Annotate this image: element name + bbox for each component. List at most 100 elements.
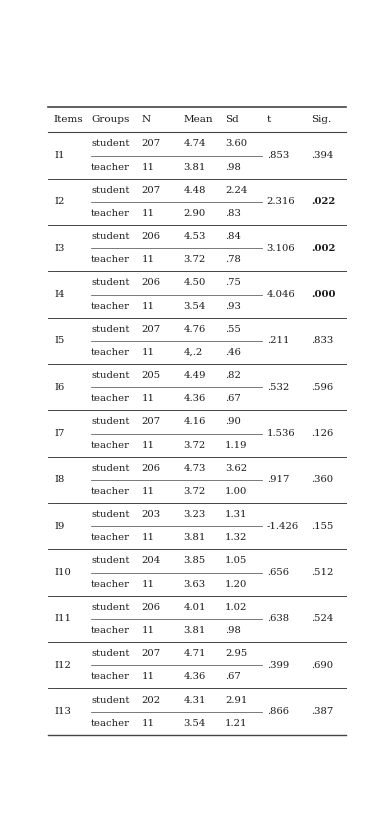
- Text: .690: .690: [311, 661, 333, 670]
- Text: .55: .55: [225, 325, 241, 334]
- Text: .360: .360: [311, 476, 333, 485]
- Text: .833: .833: [311, 337, 334, 346]
- Text: 1.536: 1.536: [267, 429, 295, 438]
- Text: student: student: [91, 603, 129, 612]
- Text: 4.36: 4.36: [184, 672, 206, 681]
- Text: .155: .155: [311, 522, 334, 531]
- Text: .67: .67: [225, 672, 241, 681]
- Text: 2.316: 2.316: [267, 198, 295, 207]
- Text: 3.106: 3.106: [267, 244, 295, 253]
- Text: -1.426: -1.426: [267, 522, 299, 531]
- Text: student: student: [91, 371, 129, 380]
- Text: 1.19: 1.19: [225, 441, 248, 450]
- Text: 11: 11: [142, 256, 155, 265]
- Text: 4.48: 4.48: [184, 186, 206, 195]
- Text: teacher: teacher: [91, 441, 130, 450]
- Text: .98: .98: [225, 163, 241, 172]
- Text: I7: I7: [54, 429, 65, 438]
- Text: 1.02: 1.02: [225, 603, 247, 612]
- Text: 3.60: 3.60: [225, 140, 247, 148]
- Text: teacher: teacher: [91, 719, 130, 728]
- Text: .399: .399: [267, 661, 289, 670]
- Text: 4.046: 4.046: [267, 290, 295, 299]
- Text: .917: .917: [267, 476, 289, 485]
- Text: 11: 11: [142, 209, 155, 218]
- Text: teacher: teacher: [91, 580, 130, 589]
- Text: .524: .524: [311, 614, 334, 624]
- Text: 2.24: 2.24: [225, 186, 247, 195]
- Text: 203: 203: [142, 510, 161, 519]
- Text: teacher: teacher: [91, 672, 130, 681]
- Text: 4.74: 4.74: [184, 140, 206, 148]
- Text: Sig.: Sig.: [311, 115, 332, 124]
- Text: .83: .83: [225, 209, 241, 218]
- Text: 1.20: 1.20: [225, 580, 247, 589]
- Text: .82: .82: [225, 371, 241, 380]
- Text: I8: I8: [54, 476, 65, 485]
- Text: .75: .75: [225, 279, 241, 288]
- Text: 4.31: 4.31: [184, 696, 206, 705]
- Text: 3.54: 3.54: [184, 302, 206, 311]
- Text: 3.62: 3.62: [225, 464, 247, 473]
- Text: 11: 11: [142, 348, 155, 357]
- Text: .866: .866: [267, 707, 289, 716]
- Text: I3: I3: [54, 244, 65, 253]
- Text: Sd: Sd: [225, 115, 239, 124]
- Text: .67: .67: [225, 394, 241, 404]
- Text: 11: 11: [142, 672, 155, 681]
- Text: 207: 207: [142, 140, 161, 148]
- Text: student: student: [91, 464, 129, 473]
- Text: I10: I10: [54, 568, 71, 577]
- Text: I5: I5: [54, 337, 65, 346]
- Text: teacher: teacher: [91, 302, 130, 311]
- Text: 206: 206: [142, 232, 161, 241]
- Text: student: student: [91, 186, 129, 195]
- Text: 11: 11: [142, 533, 155, 543]
- Text: teacher: teacher: [91, 348, 130, 357]
- Text: 4.53: 4.53: [184, 232, 206, 241]
- Text: 207: 207: [142, 186, 161, 195]
- Text: 4.50: 4.50: [184, 279, 206, 288]
- Text: 204: 204: [142, 557, 161, 566]
- Text: .394: .394: [311, 151, 334, 160]
- Text: teacher: teacher: [91, 256, 130, 265]
- Text: 1.31: 1.31: [225, 510, 248, 519]
- Text: t: t: [267, 115, 271, 124]
- Text: .93: .93: [225, 302, 241, 311]
- Text: 207: 207: [142, 418, 161, 427]
- Text: 2.91: 2.91: [225, 696, 247, 705]
- Text: 3.72: 3.72: [184, 441, 206, 450]
- Text: N: N: [142, 115, 151, 124]
- Text: .532: .532: [267, 383, 289, 392]
- Text: 3.81: 3.81: [184, 163, 206, 172]
- Text: 4.73: 4.73: [184, 464, 206, 473]
- Text: 3.81: 3.81: [184, 533, 206, 543]
- Text: 3.54: 3.54: [184, 719, 206, 728]
- Text: student: student: [91, 279, 129, 288]
- Text: teacher: teacher: [91, 209, 130, 218]
- Text: .596: .596: [311, 383, 333, 392]
- Text: .46: .46: [225, 348, 241, 357]
- Text: I12: I12: [54, 661, 71, 670]
- Text: student: student: [91, 557, 129, 566]
- Text: 1.00: 1.00: [225, 487, 247, 496]
- Text: I13: I13: [54, 707, 71, 716]
- Text: teacher: teacher: [91, 163, 130, 172]
- Text: 4,.2: 4,.2: [184, 348, 203, 357]
- Text: I4: I4: [54, 290, 65, 299]
- Text: .211: .211: [267, 337, 289, 346]
- Text: 4.71: 4.71: [184, 649, 206, 658]
- Text: .90: .90: [225, 418, 241, 427]
- Text: 207: 207: [142, 649, 161, 658]
- Text: Groups: Groups: [91, 115, 129, 124]
- Text: 205: 205: [142, 371, 161, 380]
- Text: .853: .853: [267, 151, 289, 160]
- Text: 3.63: 3.63: [184, 580, 205, 589]
- Text: 11: 11: [142, 487, 155, 496]
- Text: 11: 11: [142, 441, 155, 450]
- Text: student: student: [91, 649, 129, 658]
- Text: student: student: [91, 418, 129, 427]
- Text: .638: .638: [267, 614, 289, 624]
- Text: student: student: [91, 510, 129, 519]
- Text: 1.05: 1.05: [225, 557, 247, 566]
